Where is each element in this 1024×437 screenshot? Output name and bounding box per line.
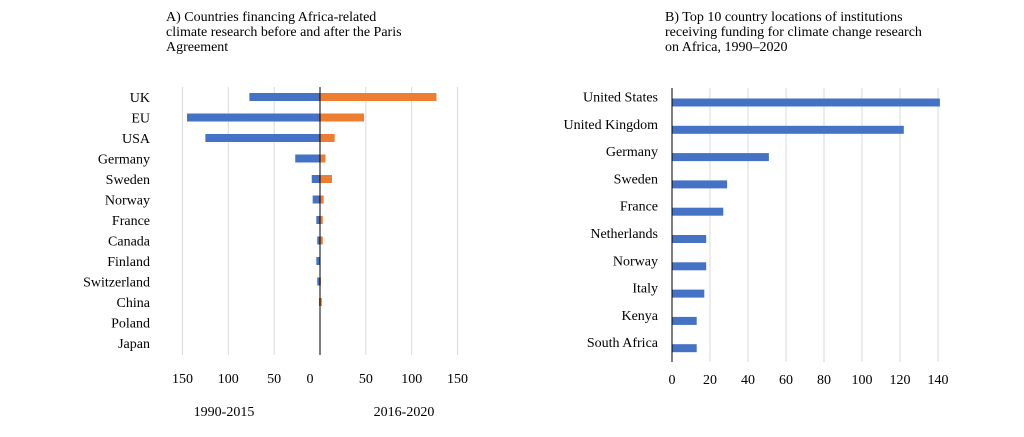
bar (672, 235, 707, 243)
chart-a-title: A) Countries financing Africa-related cl… (166, 10, 402, 55)
category-label: Germany (606, 145, 658, 160)
x-tick-label: 120 (890, 373, 911, 388)
category-label: Italy (632, 282, 658, 297)
category-label: China (117, 296, 151, 311)
bar (672, 344, 697, 353)
bar-1990-2015 (295, 154, 320, 163)
category-label: South Africa (587, 336, 659, 351)
x-tick-label: 140 (928, 373, 949, 388)
category-label: Finland (107, 255, 150, 270)
category-label: Japan (118, 337, 150, 352)
x-tick-label: 50 (267, 372, 281, 387)
x-tick-label: 20 (703, 373, 717, 388)
bar-1990-2015 (317, 236, 320, 245)
bar-1990-2015 (187, 113, 320, 122)
bar-2016-2020 (320, 113, 365, 122)
category-label: Kenya (621, 309, 658, 324)
bar-2016-2020 (320, 134, 335, 142)
category-label: Sweden (106, 173, 150, 188)
bar (672, 316, 697, 325)
bar-1990-2015 (311, 175, 320, 183)
x-tick-label: 100 (218, 372, 239, 387)
bar (672, 207, 724, 216)
bar-1990-2015 (316, 257, 320, 265)
category-label: Poland (111, 317, 150, 332)
category-label: France (620, 200, 658, 215)
x-tick-label: 50 (359, 372, 373, 387)
bar-1990-2015 (317, 277, 320, 286)
bar-2016-2020 (320, 236, 323, 245)
x-tick-label: 150 (172, 372, 193, 387)
x-tick-label: 100 (401, 372, 422, 387)
x-tick-label: 0 (307, 372, 314, 387)
category-label: United States (583, 91, 658, 106)
bar-2016-2020 (320, 93, 437, 101)
bar-2016-2020 (320, 298, 322, 306)
bar (672, 125, 904, 134)
bar-1990-2015 (312, 195, 320, 204)
bar-2016-2020 (320, 175, 332, 183)
category-label: Canada (108, 235, 151, 250)
bar-1990-2015 (205, 134, 320, 142)
x-tick-label: 60 (779, 373, 793, 388)
x-tick-label: 150 (447, 372, 468, 387)
chart-b-title: B) Top 10 country locations of instituti… (665, 10, 922, 55)
bar (672, 180, 728, 189)
x-tick-label: 80 (817, 373, 831, 388)
x-tick-label: 0 (669, 373, 676, 388)
bar (672, 98, 940, 107)
x-tick-label: 40 (741, 373, 755, 388)
category-label: EU (131, 112, 150, 127)
bar (672, 262, 707, 271)
category-label: United Kingdom (564, 118, 659, 133)
category-label: Germany (98, 153, 150, 168)
category-label: Norway (105, 194, 150, 209)
group-label-after: 2016-2020 (374, 405, 435, 420)
bar-2016-2020 (320, 216, 323, 224)
category-label: Netherlands (590, 227, 658, 242)
bar-1990-2015 (249, 93, 320, 101)
category-label: Switzerland (83, 276, 150, 291)
bar (672, 289, 705, 298)
category-label: USA (122, 132, 151, 147)
bar-2016-2020 (320, 195, 324, 204)
group-label-before: 1990-2015 (194, 405, 255, 420)
category-label: Norway (613, 254, 658, 269)
bar (672, 153, 769, 162)
category-label: France (112, 214, 150, 229)
category-label: UK (130, 91, 150, 106)
x-tick-label: 100 (852, 373, 873, 388)
bar-1990-2015 (316, 216, 320, 224)
bar-2016-2020 (320, 154, 326, 163)
category-label: Sweden (614, 172, 658, 187)
